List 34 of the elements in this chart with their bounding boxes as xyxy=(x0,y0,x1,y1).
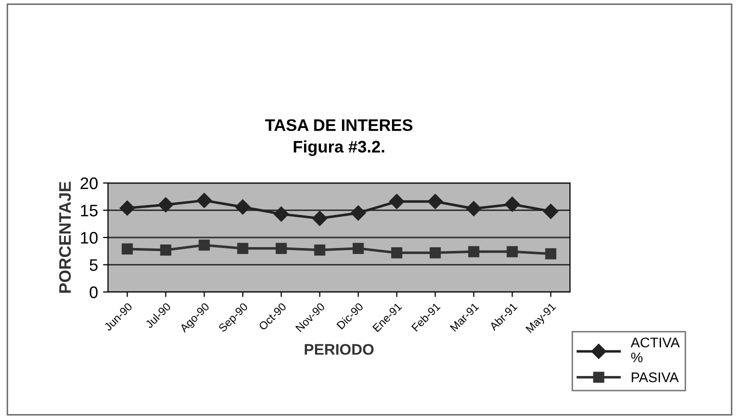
point xyxy=(160,244,172,256)
y-tick-label: 10 xyxy=(81,232,98,244)
point xyxy=(352,242,364,254)
point xyxy=(504,196,520,212)
point xyxy=(468,246,480,258)
legend-label: ACTIVA % xyxy=(630,338,680,362)
point xyxy=(196,192,212,208)
point xyxy=(158,197,174,212)
chart-title: TASA DE INTERES Figura #3.2. xyxy=(265,119,412,156)
point xyxy=(350,205,366,221)
point xyxy=(314,244,326,256)
y-axis-title: PORCENTAJE xyxy=(59,182,71,293)
point xyxy=(276,242,287,254)
point xyxy=(506,246,518,258)
y-tick-label: 15 xyxy=(81,204,98,216)
point xyxy=(120,200,135,216)
point xyxy=(274,206,289,222)
point xyxy=(545,248,556,260)
point xyxy=(466,201,482,216)
point xyxy=(198,240,210,251)
point xyxy=(389,194,404,210)
point xyxy=(235,199,250,215)
point xyxy=(391,247,402,258)
x-axis-title: PERIODO xyxy=(304,344,374,355)
point xyxy=(122,243,133,254)
y-tick-label: 0 xyxy=(90,286,98,298)
point xyxy=(543,204,558,219)
point xyxy=(237,242,248,254)
point xyxy=(428,194,443,210)
y-tick-label: 5 xyxy=(90,259,98,271)
y-tick-label: 20 xyxy=(80,177,98,190)
point xyxy=(430,247,441,258)
legend-label: PASIVA xyxy=(632,372,679,382)
point xyxy=(312,210,328,226)
